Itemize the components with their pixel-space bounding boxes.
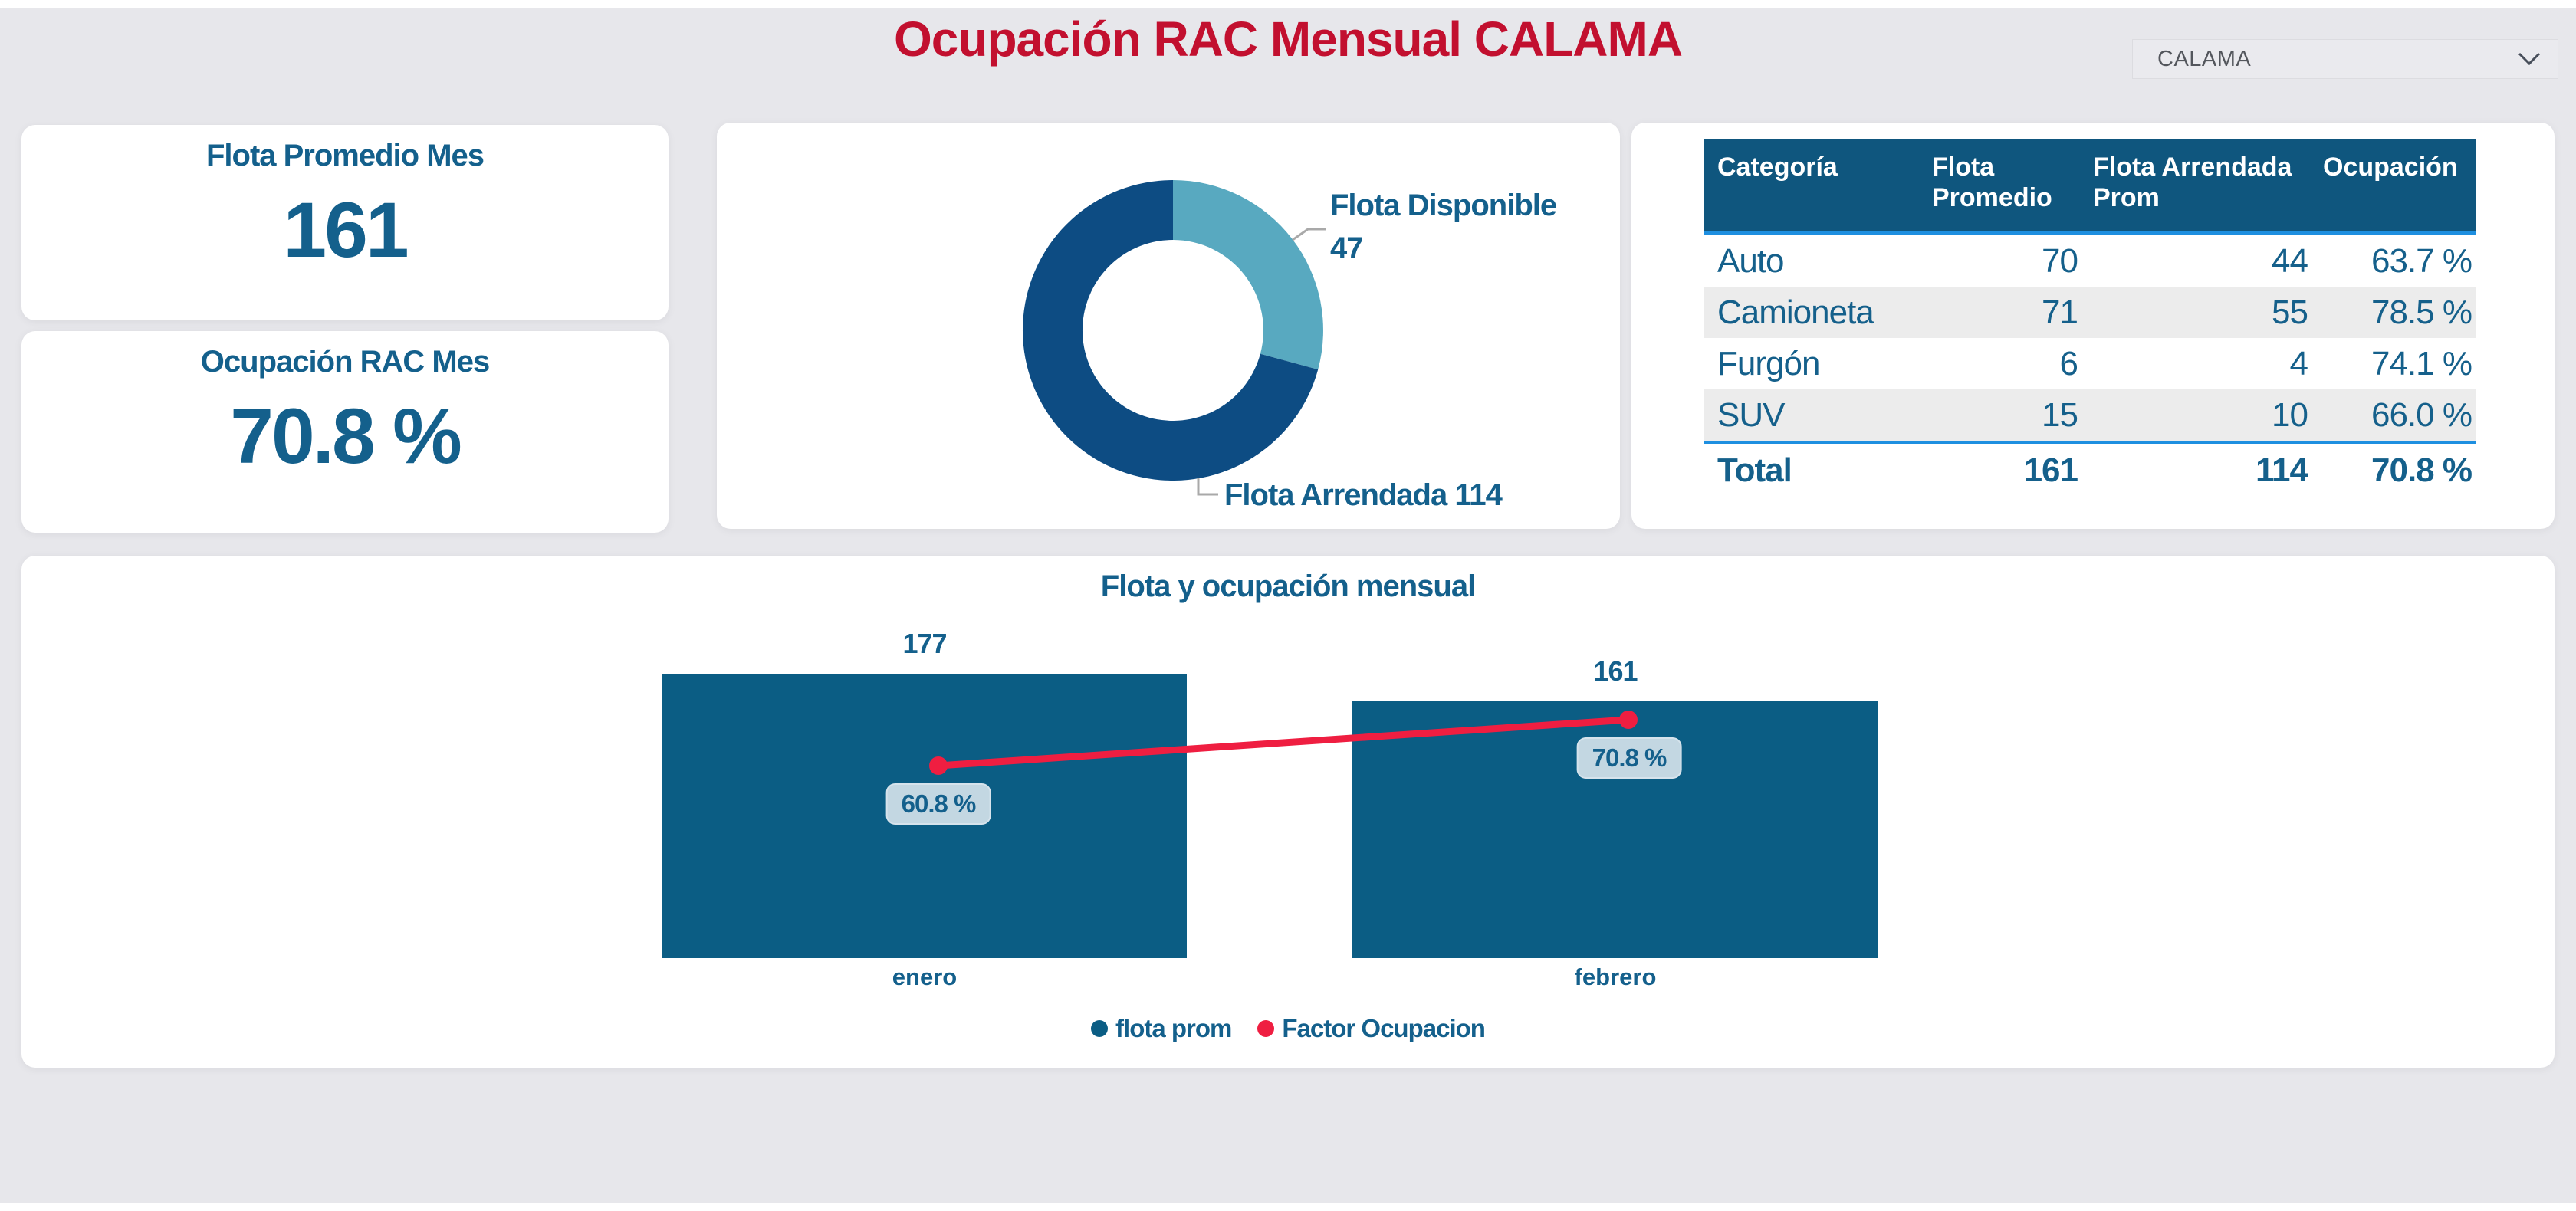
leader-line-disponible xyxy=(1292,228,1326,241)
donut-label-disponible: Flota Disponible 47 xyxy=(1330,184,1557,270)
legend-item-flota-prom[interactable]: flota prom xyxy=(1091,1014,1232,1043)
cell-flota-arrendada: 10 xyxy=(2272,396,2308,434)
bottom-white-strip xyxy=(0,1203,2576,1211)
cell-flota-promedio: 6 xyxy=(2059,345,2078,382)
x-axis-label-febrero: febrero xyxy=(1574,963,1657,990)
leader-line-arrendada xyxy=(1197,478,1218,496)
bar-value-enero: 177 xyxy=(902,628,947,659)
cell-flota-promedio: 71 xyxy=(2042,294,2078,331)
legend-dot-red-icon xyxy=(1257,1020,1275,1037)
legend-item-factor-ocupacion[interactable]: Factor Ocupacion xyxy=(1257,1014,1486,1043)
table-total-row: Total 161 114 70.8 % xyxy=(1704,441,2476,497)
donut-label-arrendada: Flota Arrendada 114 xyxy=(1224,478,1503,512)
cell-flota-arrendada: 55 xyxy=(2272,294,2308,331)
category-table: Categoría Flota Promedio Flota Arrendada… xyxy=(1704,139,2476,497)
table-row[interactable]: SUV 15 10 66.0 % xyxy=(1704,389,2476,441)
kpi-title: Ocupación RAC Mes xyxy=(200,345,490,379)
cell-categoria: Auto xyxy=(1717,242,1785,280)
table-header-categoria: Categoría xyxy=(1717,153,1838,182)
cell-ocupacion: 78.5 % xyxy=(2371,294,2472,331)
city-dropdown[interactable]: CALAMA xyxy=(2132,39,2558,79)
cell-total-flota-arrendada: 114 xyxy=(2256,451,2308,489)
kpi-value: 161 xyxy=(283,186,409,274)
donut-label-disponible-value: 47 xyxy=(1330,231,1364,265)
legend-label: Factor Ocupacion xyxy=(1282,1014,1486,1042)
cell-categoria: Camioneta xyxy=(1717,294,1875,331)
cell-categoria: Furgón xyxy=(1717,345,1820,382)
table-header-row: Categoría Flota Promedio Flota Arrendada… xyxy=(1704,139,2476,235)
line-label-enero: 60.8 % xyxy=(886,783,991,825)
table-header-flota-arrendada: Flota Arrendada Prom xyxy=(2093,153,2292,212)
table-header-ocupacion: Ocupación xyxy=(2323,153,2458,182)
chart-legend: flota prom Factor Ocupacion xyxy=(21,1014,2555,1043)
cell-ocupacion: 63.7 % xyxy=(2371,242,2472,280)
legend-label: flota prom xyxy=(1116,1014,1232,1042)
x-axis-label-enero: enero xyxy=(892,963,958,990)
kpi-title: Flota Promedio Mes xyxy=(205,139,485,172)
cell-flota-promedio: 15 xyxy=(2042,396,2078,434)
kpi-card-ocupacion-rac: Ocupación RAC Mes 70.8 % xyxy=(21,331,669,533)
donut-chart xyxy=(1022,180,1326,496)
kpi-card-flota-promedio: Flota Promedio Mes 161 xyxy=(21,125,669,320)
line-label-febrero: 70.8 % xyxy=(1576,737,1682,779)
cell-flota-arrendada: 4 xyxy=(2289,345,2308,382)
cell-categoria: SUV xyxy=(1717,396,1785,434)
chevron-down-icon xyxy=(2518,52,2541,66)
top-white-strip xyxy=(0,0,2576,8)
table-row[interactable]: Camioneta 71 55 78.5 % xyxy=(1704,287,2476,338)
page-title: Ocupación RAC Mensual CALAMA xyxy=(893,11,1683,67)
cell-total-flota-promedio: 161 xyxy=(2023,451,2078,489)
category-table-card: Categoría Flota Promedio Flota Arrendada… xyxy=(1631,123,2555,529)
cell-total-label: Total xyxy=(1717,451,1792,489)
table-row[interactable]: Furgón 6 4 74.1 % xyxy=(1704,338,2476,389)
cell-ocupacion: 66.0 % xyxy=(2371,396,2472,434)
cell-flota-arrendada: 44 xyxy=(2272,242,2308,280)
cell-ocupacion: 74.1 % xyxy=(2371,345,2472,382)
donut-slice-arrendada[interactable] xyxy=(1022,180,1319,481)
donut-slice-disponible[interactable] xyxy=(1173,180,1323,370)
cell-total-ocupacion: 70.8 % xyxy=(2371,451,2472,489)
donut-chart-card: Flota Disponible 47 Flota Arrendada 114 xyxy=(717,123,1620,529)
cell-flota-promedio: 70 xyxy=(2042,242,2078,280)
kpi-value: 70.8 % xyxy=(230,392,462,480)
city-dropdown-value: CALAMA xyxy=(2157,46,2252,71)
chart-title: Flota y ocupación mensual xyxy=(1100,569,1476,603)
legend-dot-blue-icon xyxy=(1091,1020,1109,1037)
occupancy-line xyxy=(929,711,1638,775)
table-row[interactable]: Auto 70 44 63.7 % xyxy=(1704,235,2476,287)
monthly-combo-chart-card: Flota y ocupación mensual 177 161 60.8 %… xyxy=(21,556,2555,1068)
donut-label-disponible-name: Flota Disponible xyxy=(1330,189,1557,222)
bar-value-febrero: 161 xyxy=(1593,655,1638,687)
table-header-flota-promedio: Flota Promedio xyxy=(1932,153,2052,212)
